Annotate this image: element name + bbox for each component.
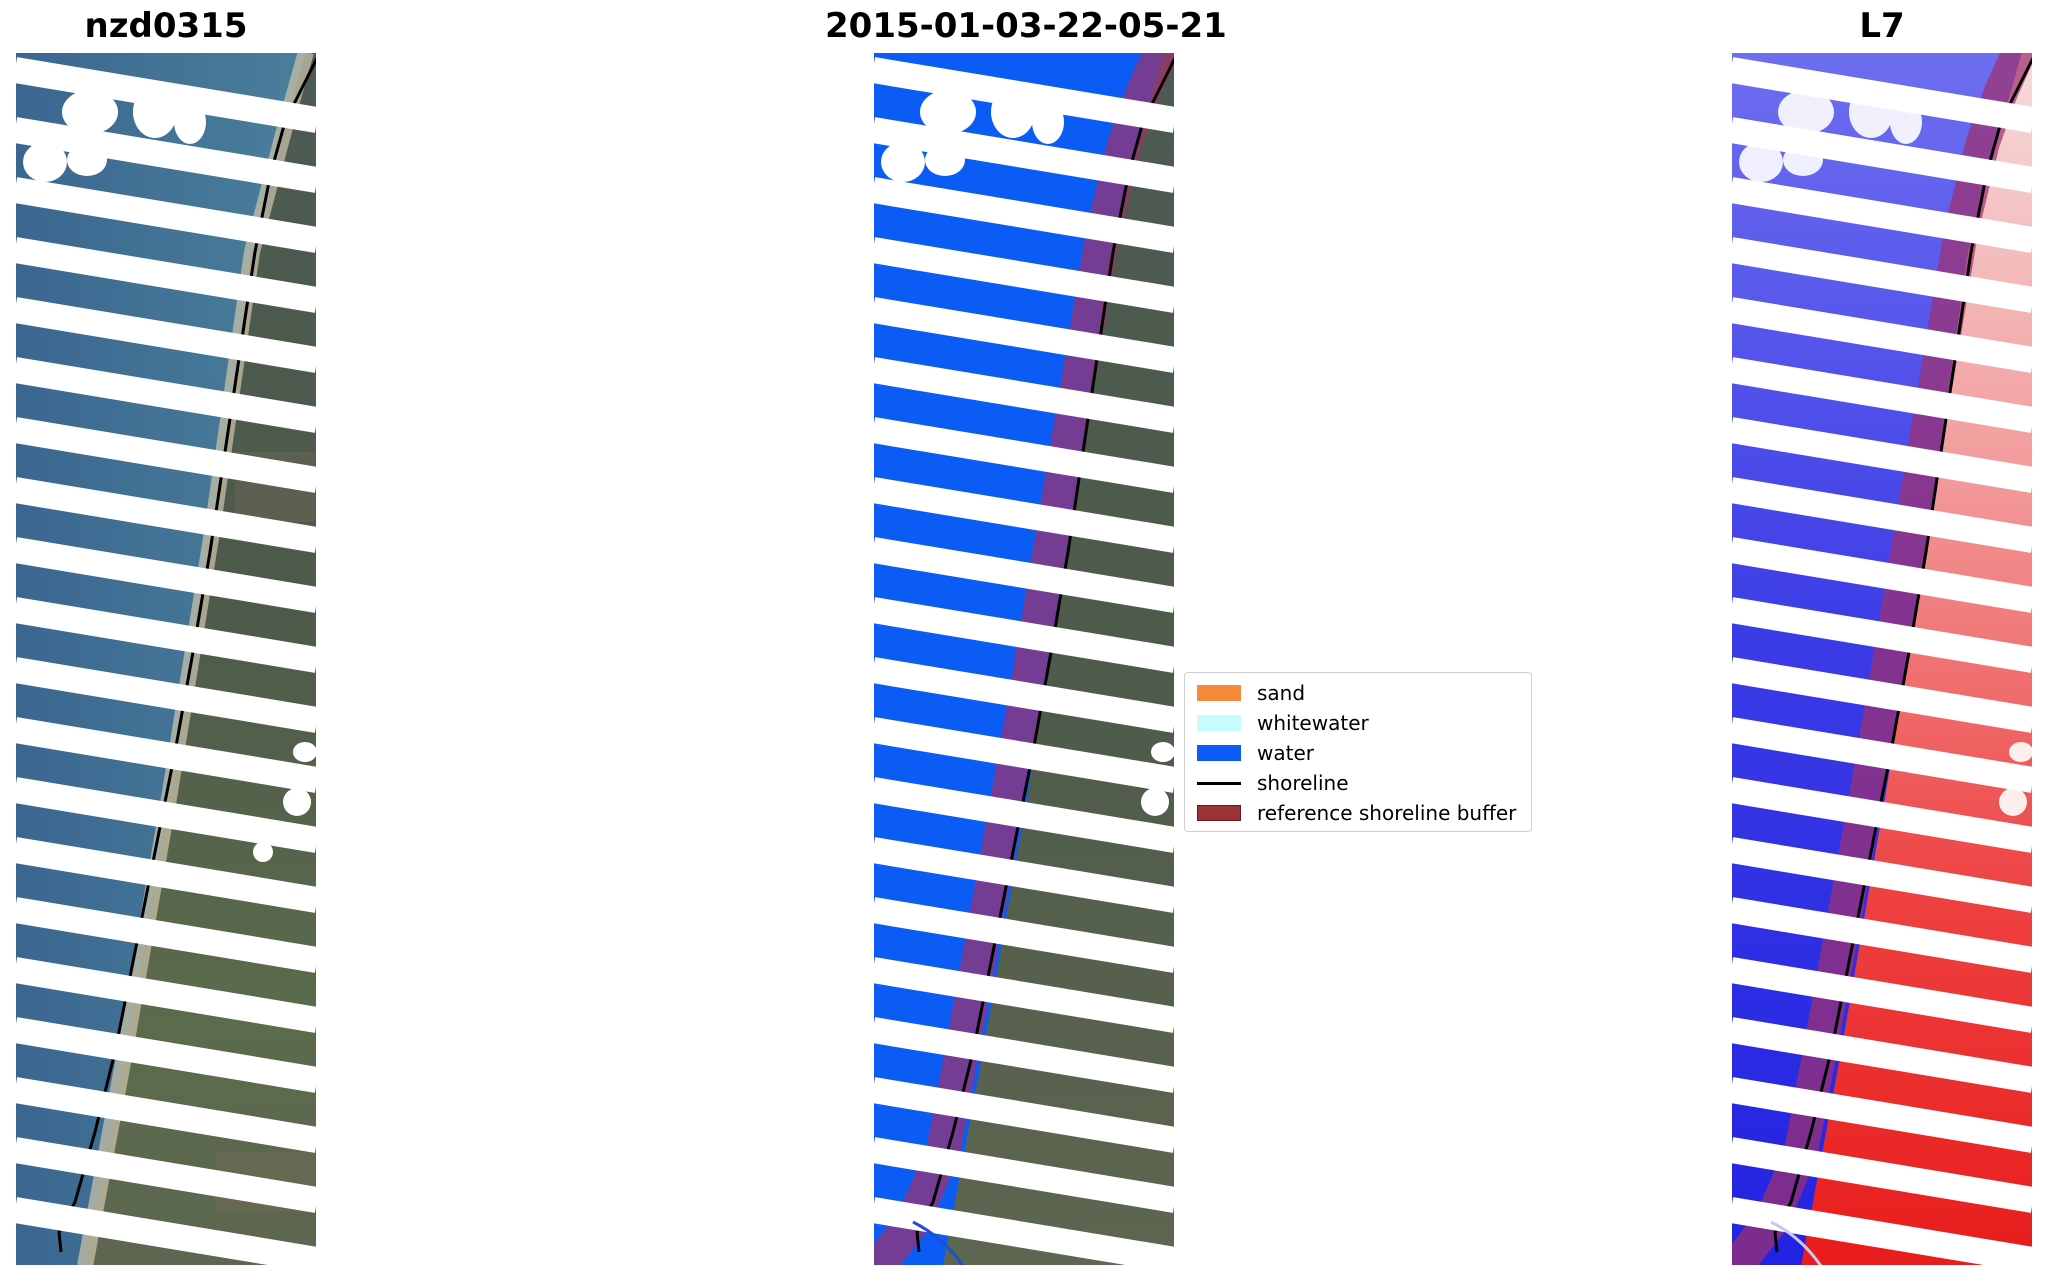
panel-title-mndwi: L7 [1859, 6, 1905, 46]
mndwi-index-image [1731, 52, 2033, 1266]
cloud-patches [1739, 86, 2033, 816]
legend-label: whitewater [1257, 711, 1369, 735]
sand-swatch [1197, 685, 1241, 701]
whitewater-swatch [1197, 715, 1241, 731]
panel-title-classified: 2015-01-03-22-05-21 [825, 6, 1227, 46]
scan-gap-stripes [1731, 57, 2033, 1266]
legend-label: reference shoreline buffer [1257, 801, 1517, 825]
legend-label: shoreline [1257, 771, 1349, 795]
shoreline-swatch [1197, 781, 1241, 785]
legend-item-water: water [1197, 741, 1314, 765]
buffer-swatch [1197, 805, 1241, 821]
classified-image [873, 52, 1175, 1266]
legend-item-shoreline: shoreline [1197, 771, 1349, 795]
rgb-satellite-image [15, 52, 317, 1266]
panel-title-rgb: nzd0315 [84, 6, 248, 46]
scan-gap-stripes [873, 57, 1175, 1266]
water-swatch [1197, 745, 1241, 761]
legend-label: sand [1257, 681, 1306, 705]
scan-gap-stripes [15, 57, 317, 1266]
legend-item-whitewater: whitewater [1197, 711, 1369, 735]
legend-item-sand: sand [1197, 681, 1305, 705]
legend-item-reference-buffer: reference shoreline buffer [1197, 801, 1516, 825]
legend-label: water [1257, 741, 1314, 765]
legend: sand whitewater water shoreline referenc… [1184, 672, 1532, 832]
